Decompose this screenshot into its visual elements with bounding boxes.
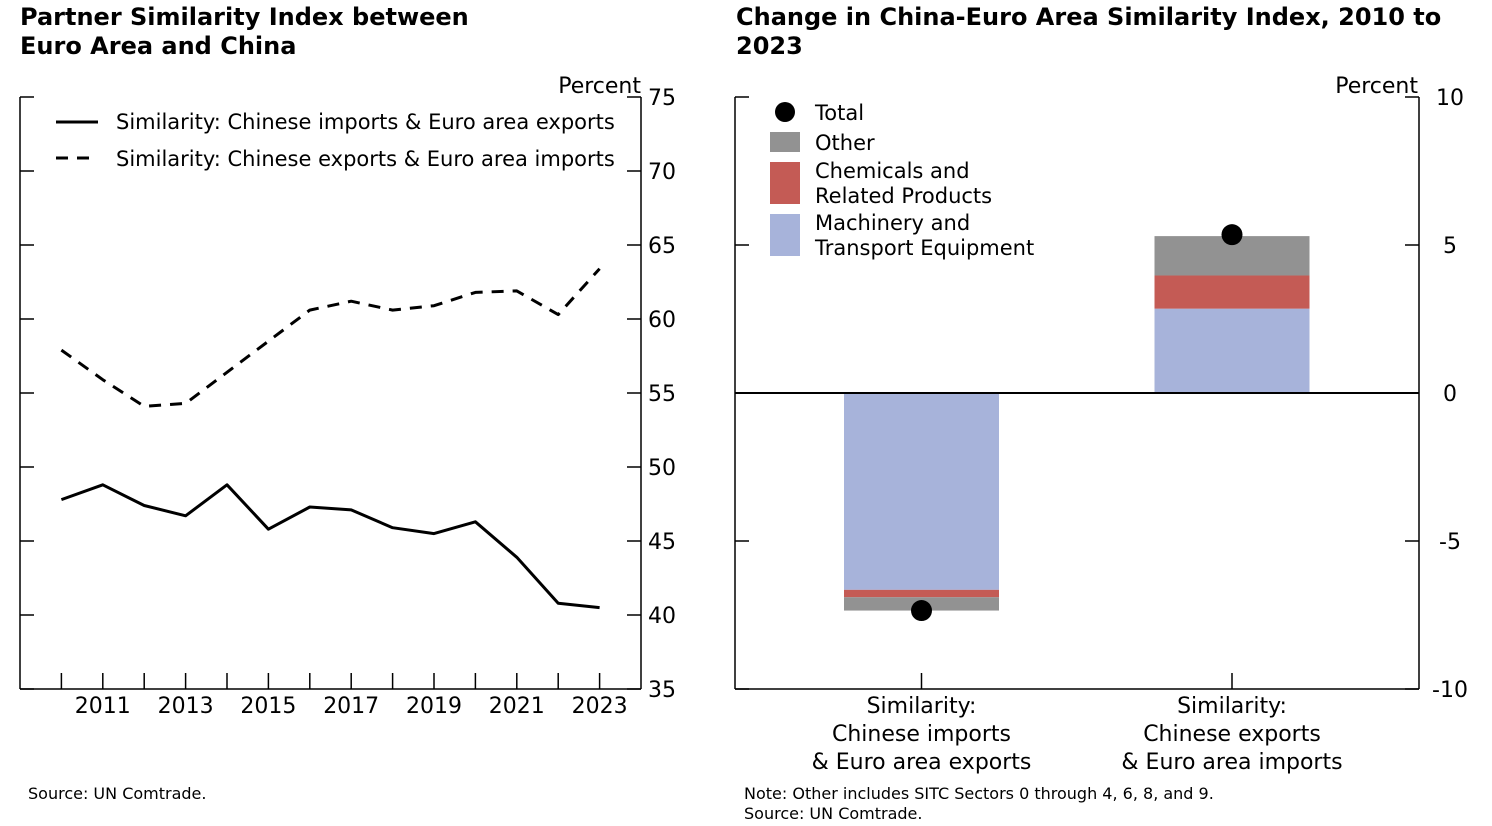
right-y-tick-label: 10 [1436, 86, 1464, 111]
right-y-tick-label: -10 [1432, 678, 1468, 703]
category-label-line: Similarity: [867, 694, 977, 719]
line-series-chinese-exports [60, 267, 601, 408]
left-x-ticks: 2011 2013 2015 2017 2019 2021 2023 [60, 673, 628, 719]
legend-label-exports: Similarity: Chinese exports & Euro area … [116, 147, 615, 171]
left-y-tick-label: 60 [648, 308, 676, 333]
legend-label-imports: Similarity: Chinese imports & Euro area … [116, 110, 615, 134]
category-label-line: Similarity: [1177, 694, 1287, 719]
legend-total-label: Total [814, 101, 864, 125]
right-note: Note: Other includes SITC Sectors 0 thro… [744, 784, 1214, 803]
right-y-ticks: -10 -5 0 5 10 [735, 86, 1468, 703]
bar-segment-machinery [844, 393, 999, 590]
left-x-tick-label: 2023 [572, 694, 628, 719]
left-y-tick-label: 65 [648, 234, 676, 259]
total-marker [911, 600, 932, 622]
left-x-tick-label: 2021 [489, 694, 545, 719]
right-y-tick-label: 5 [1443, 234, 1457, 259]
line-series-chinese-imports [60, 483, 600, 610]
legend-machinery-swatch [770, 214, 800, 256]
left-chart-title-line1: Partner Similarity Index between [20, 3, 469, 31]
left-y-ticks: 35 40 45 50 55 60 65 70 75 [20, 86, 676, 703]
left-x-tick-label: 2013 [158, 694, 214, 719]
left-unit-label: Percent [558, 74, 641, 99]
right-chart: Percent -10 -5 0 5 10 Similarity: Chinese imp… [734, 74, 1468, 775]
right-y-tick-label: -5 [1439, 530, 1461, 555]
legend-total-marker [775, 102, 795, 122]
left-chart-title-line2: Euro Area and China [20, 32, 297, 60]
left-y-tick-label: 55 [648, 382, 676, 407]
legend-machinery-label-line1: Machinery and [815, 211, 970, 235]
left-y-tick-label: 40 [648, 604, 676, 629]
category-label-line: & Euro area exports [812, 750, 1032, 775]
legend-chemicals-label-line2: Related Products [815, 184, 992, 208]
left-y-tick-label: 35 [648, 678, 676, 703]
right-y-tick-label: 0 [1443, 382, 1457, 407]
left-chart-title: Partner Similarity Index between Euro Ar… [20, 3, 469, 61]
left-x-tick-label: 2017 [323, 694, 379, 719]
total-marker [1221, 224, 1243, 246]
category-label-line: Chinese exports [1143, 722, 1321, 747]
right-unit-label: Percent [1335, 74, 1418, 99]
left-x-tick-label: 2019 [406, 694, 462, 719]
legend-chemicals-swatch [770, 162, 800, 204]
bar-segment-machinery [1154, 308, 1310, 393]
left-y-tick-label: 45 [648, 530, 676, 555]
right-source-note: Source: UN Comtrade. [744, 804, 923, 823]
left-series-lines [60, 267, 601, 610]
right-chart-title: Change in China-Euro Area Similarity Ind… [736, 3, 1442, 60]
legend-other-label: Other [815, 131, 875, 155]
left-x-tick-label: 2011 [75, 694, 131, 719]
right-category-labels: Similarity: Chinese imports & Euro area ex… [812, 673, 1343, 775]
category-label-line: & Euro area imports [1121, 750, 1342, 775]
right-stacked-bars [735, 224, 1419, 622]
left-legend: Similarity: Chinese imports & Euro area … [56, 110, 615, 171]
bar-segment-chemicals [844, 589, 999, 598]
left-y-tick-label: 70 [648, 160, 676, 185]
right-legend: Total Other Chemicals and Related Produc… [770, 101, 1034, 260]
left-source-note: Source: UN Comtrade. [28, 784, 207, 803]
left-y-tick-label: 50 [648, 456, 676, 481]
left-y-tick-label: 75 [648, 86, 676, 111]
legend-chemicals-label-line1: Chemicals and [815, 159, 970, 183]
legend-other-swatch [770, 132, 800, 152]
left-x-tick-label: 2015 [240, 694, 296, 719]
bar-segment-chemicals [1154, 275, 1310, 309]
category-label-line: Chinese imports [832, 722, 1011, 747]
legend-machinery-label-line2: Transport Equipment [814, 236, 1034, 260]
